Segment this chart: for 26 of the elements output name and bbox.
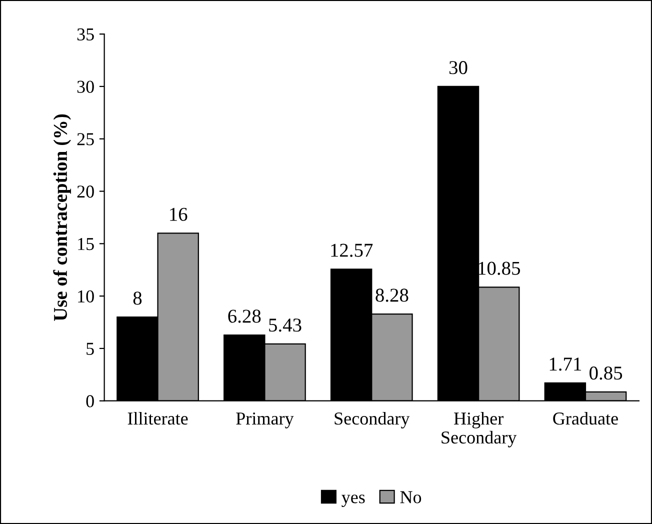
legend-label: yes: [342, 494, 365, 508]
data-label: 10.85: [478, 262, 520, 275]
legend-label: No: [400, 491, 422, 504]
x-tick-label: Primary: [236, 412, 294, 428]
data-label: 30: [449, 61, 468, 74]
data-label: 0.85: [590, 366, 622, 380]
y-tick-label: 0: [86, 395, 94, 408]
y-tick-label: 15: [78, 238, 94, 250]
data-label: 8.28: [376, 288, 408, 302]
y-axis-title: Use of contraception (%): [53, 114, 71, 321]
y-tick-label: 10: [78, 290, 94, 302]
y-tick-label: 30: [77, 80, 94, 93]
y-tick-label: 5: [86, 342, 94, 355]
data-label: 6.28: [228, 310, 261, 323]
x-tick-label: Illiterate: [128, 412, 188, 425]
x-tick-label: Graduate: [553, 412, 618, 425]
y-tick-label: 25: [77, 133, 94, 146]
y-tick-label: 35: [77, 28, 94, 40]
x-tick-label: Higher Secondary: [442, 412, 517, 448]
data-label: 8: [133, 292, 142, 305]
data-label: 16: [170, 208, 188, 221]
y-tick-label: 20: [77, 186, 94, 198]
data-label: 1.71: [550, 358, 582, 371]
x-tick-label: Secondary: [334, 412, 410, 428]
data-label: 12.57: [331, 244, 373, 257]
data-label: 5.43: [269, 318, 302, 332]
